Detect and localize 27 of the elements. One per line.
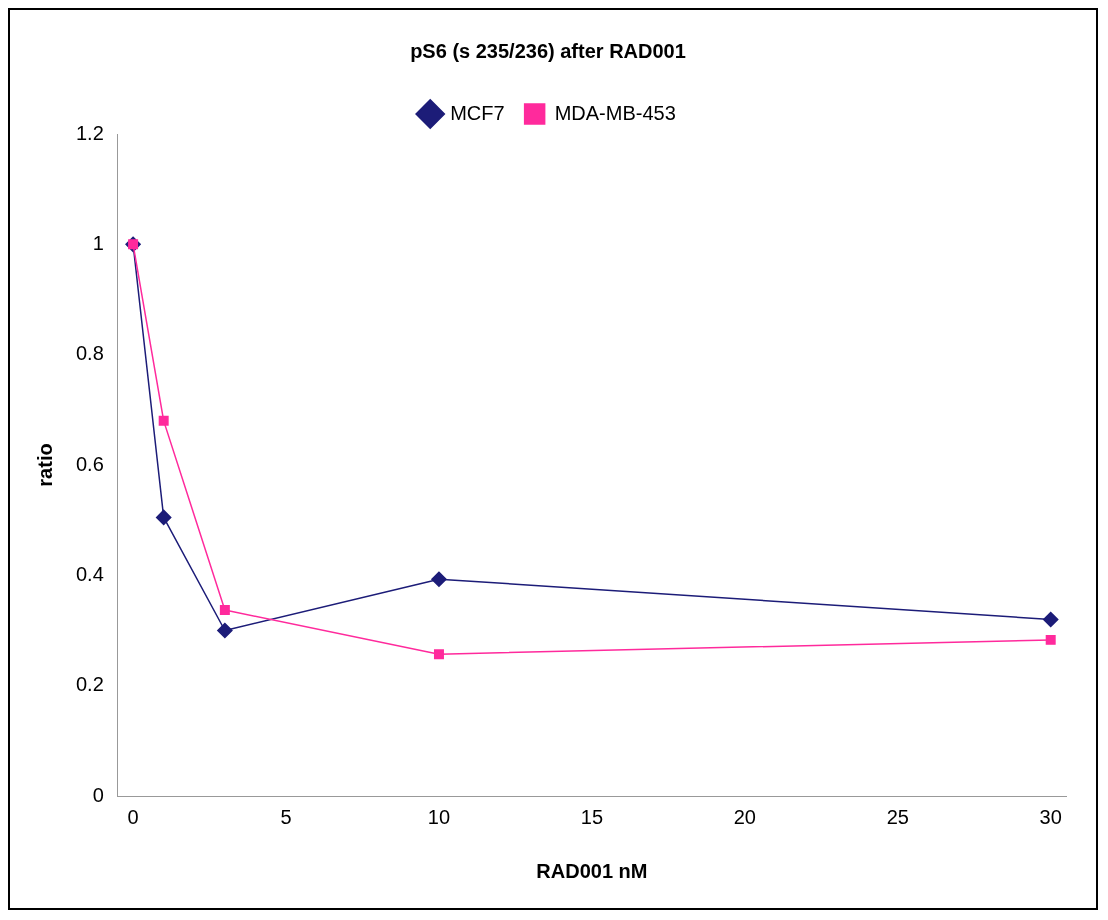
point <box>155 509 172 526</box>
y-tick-label: 0.2 <box>75 673 104 696</box>
y-tick-label: 1.2 <box>75 121 104 144</box>
x-tick-label: 30 <box>1039 805 1062 828</box>
y-tick-label: 0.6 <box>75 452 104 475</box>
x-tick-label: 10 <box>427 805 451 828</box>
point <box>433 649 444 660</box>
x-axis-title: RAD001 nM <box>536 859 648 882</box>
point <box>431 571 447 587</box>
legend-label: MDA-MB-453 <box>554 101 676 124</box>
point <box>217 622 233 639</box>
x-tick-label: 20 <box>733 805 756 828</box>
y-tick-label: 0.4 <box>75 562 104 585</box>
y-tick-label: 0 <box>92 783 104 806</box>
point <box>1045 634 1056 645</box>
point <box>1042 611 1059 628</box>
x-tick-label: 15 <box>580 805 604 828</box>
point <box>158 415 169 426</box>
x-tick-label: 0 <box>127 805 139 828</box>
x-tick-label: 25 <box>886 805 909 828</box>
chart-title: pS6 (s 235/236) after RAD001 <box>410 39 686 62</box>
y-tick-label: 1 <box>92 231 104 254</box>
legend-label: MCF7 <box>450 101 505 124</box>
y-axis-title: ratio <box>33 443 56 487</box>
x-tick-label: 5 <box>280 805 292 828</box>
point <box>219 605 230 616</box>
y-tick-label: 0.8 <box>75 342 104 365</box>
